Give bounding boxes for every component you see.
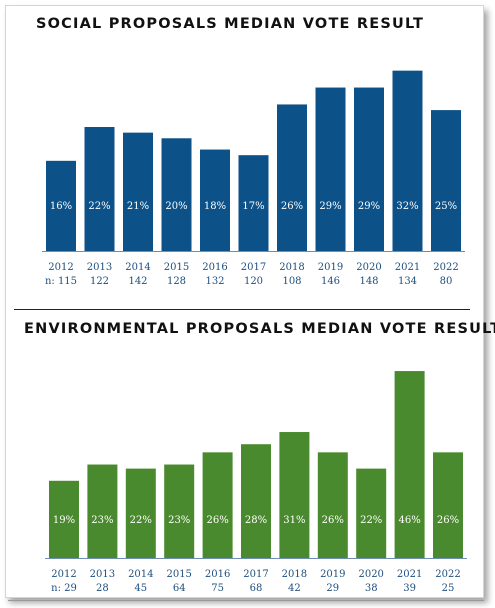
environmental-bar [49,480,79,558]
environmental-bar-value-label: 28% [245,515,267,526]
environmental-year-tick-label: 2022 [435,569,460,580]
social-bar-value-label: 16% [50,201,72,212]
social-sample-size-label: 120 [244,276,263,287]
social-sample-size-label: 122 [90,276,109,287]
environmental-bar [87,464,118,558]
environmental-year-tick-label: 2014 [128,569,153,580]
environmental-bar-value-label: 22% [130,515,152,526]
environmental-bar-value-label: 23% [91,515,113,526]
environmental-year-tick-label: 2018 [282,569,307,580]
social-bar [392,70,423,252]
social-chart-title: SOCIAL PROPOSALS MEDIAN VOTE RESULT [36,16,425,32]
environmental-bar [433,452,463,558]
social-sample-size-label: 80 [440,276,453,287]
social-bar [354,87,384,251]
social-bar-value-label: 20% [165,201,187,212]
environmental-year-tick-label: 2017 [243,569,268,580]
social-sample-size-label: 128 [167,276,186,287]
social-year-tick-label: 2018 [279,262,304,273]
social-bar [84,127,115,251]
social-bar [161,138,192,251]
environmental-sample-size-label: 75 [211,583,224,594]
environmental-bar [125,468,156,558]
social-year-tick-label: 2016 [202,262,227,273]
environmental-year-tick-label: 2012 [51,569,76,580]
environmental-sample-size-label: 42 [288,583,301,594]
environmental-bar-value-label: 31% [283,515,305,526]
social-year-tick-label: 2014 [125,262,150,273]
environmental-bar [317,452,348,558]
social-sample-size-label: n: 115 [45,276,77,287]
social-bar-value-label: 26% [281,201,303,212]
environmental-bar-value-label: 46% [398,515,420,526]
section-divider [14,309,470,310]
environmental-year-tick-label: 2021 [397,569,422,580]
bottom-divider [8,600,484,601]
social-bar [46,160,76,251]
social-bar [123,132,153,251]
social-sample-size-label: 108 [282,276,301,287]
social-bar-value-label: 25% [435,201,457,212]
social-bar [315,87,346,251]
social-year-tick-label: 2019 [318,262,343,273]
environmental-year-tick-label: 2013 [90,569,115,580]
social-bar-value-label: 21% [127,201,149,212]
environmental-sample-size-label: n: 29 [51,583,77,594]
social-bar-value-label: 29% [358,201,380,212]
environmental-bar [279,432,310,558]
environmental-year-tick-label: 2015 [166,569,191,580]
social-sample-size-label: 146 [321,276,340,287]
social-bar-value-label: 17% [242,201,264,212]
social-sample-size-label: 132 [205,276,224,287]
social-bar [200,149,230,251]
social-bar-value-label: 18% [204,201,226,212]
environmental-chart-title: ENVIRONMENTAL PROPOSALS MEDIAN VOTE RESU… [24,321,495,337]
environmental-bar-value-label: 26% [206,515,228,526]
environmental-sample-size-label: 25 [442,583,455,594]
social-proposals-bar-chart: 16% 2012 n: 115 22% 2013 122 21% 2014 142 20% 2015… [42,70,465,287]
social-bar [238,155,269,251]
environmental-bar [356,468,387,558]
environmental-year-tick-label: 2019 [320,569,345,580]
social-year-tick-label: 2022 [433,262,458,273]
environmental-bar-value-label: 23% [168,515,190,526]
social-year-tick-label: 2017 [241,262,266,273]
social-bar [431,110,461,251]
environmental-sample-size-label: 29 [326,583,339,594]
environmental-sample-size-label: 38 [365,583,378,594]
social-sample-size-label: 142 [128,276,147,287]
environmental-bar [202,452,233,558]
environmental-bar-value-label: 26% [437,515,459,526]
environmental-bar [394,371,425,558]
environmental-sample-size-label: 39 [403,583,416,594]
social-year-tick-label: 2015 [164,262,189,273]
social-year-tick-label: 2012 [48,262,73,273]
social-bar-value-label: 32% [396,201,418,212]
social-year-tick-label: 2020 [356,262,381,273]
social-year-tick-label: 2021 [395,262,420,273]
environmental-year-tick-label: 2016 [205,569,230,580]
environmental-bar [241,444,271,558]
environmental-sample-size-label: 45 [134,583,147,594]
environmental-sample-size-label: 64 [173,583,186,594]
social-sample-size-label: 148 [359,276,378,287]
environmental-year-tick-label: 2020 [358,569,383,580]
social-year-tick-label: 2013 [87,262,112,273]
environmental-sample-size-label: 28 [96,583,109,594]
environmental-bar-value-label: 22% [360,515,382,526]
environmental-bar-value-label: 19% [53,515,75,526]
social-sample-size-label: 134 [398,276,417,287]
environmental-sample-size-label: 68 [250,583,263,594]
social-bar-value-label: 29% [319,201,341,212]
social-bar [277,104,307,251]
environmental-bar-value-label: 26% [322,515,344,526]
environmental-bar [164,464,195,558]
social-bar-value-label: 22% [88,201,110,212]
